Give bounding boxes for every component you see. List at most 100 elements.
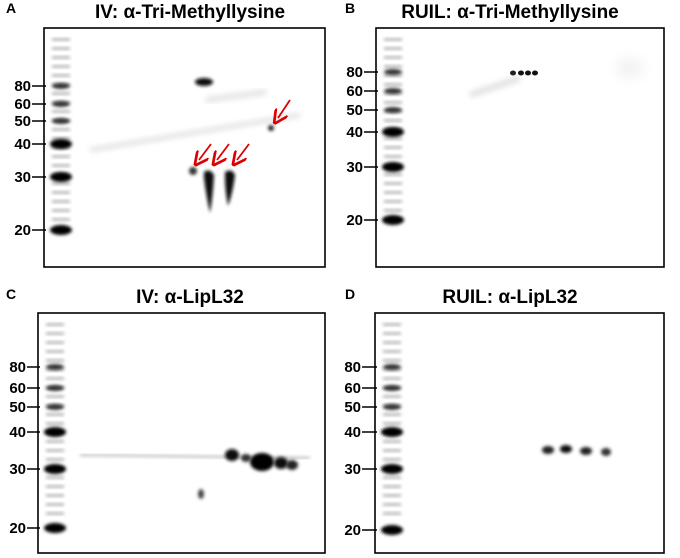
ladder-band bbox=[383, 512, 401, 515]
marker-label: 30 bbox=[344, 461, 361, 478]
marker-label: 30 bbox=[9, 461, 26, 478]
ladder-band bbox=[46, 440, 64, 443]
marker-label: 60 bbox=[9, 380, 26, 397]
ladder-band bbox=[46, 494, 64, 497]
marker-label: 30 bbox=[14, 169, 31, 186]
ladder-band bbox=[46, 458, 64, 461]
blot-spots-a bbox=[89, 78, 301, 213]
blot-spots-d bbox=[470, 348, 640, 456]
ladder-band bbox=[52, 110, 70, 113]
ladder-marker-band bbox=[52, 83, 70, 89]
ladder-band bbox=[383, 359, 401, 362]
panel-letter: C bbox=[6, 286, 16, 302]
ladder-band bbox=[46, 341, 64, 344]
marker-label: 60 bbox=[344, 380, 361, 397]
ladder-band bbox=[46, 422, 64, 425]
ladder-marker-band bbox=[52, 101, 70, 107]
ladder-marker-band bbox=[382, 162, 404, 172]
blot-frame bbox=[37, 312, 326, 554]
ladder-marker-band bbox=[50, 139, 72, 149]
ladder-marker-band bbox=[50, 225, 72, 235]
ladder-band bbox=[384, 74, 402, 77]
ladder-band bbox=[384, 191, 402, 194]
ladder-marker-band bbox=[52, 118, 70, 124]
marker-label: 50 bbox=[9, 399, 26, 416]
ladder-marker-band bbox=[44, 464, 66, 474]
marker-label: 60 bbox=[346, 83, 363, 100]
ladder-band bbox=[52, 65, 70, 68]
blot-spots-b bbox=[469, 58, 644, 98]
ladder-band bbox=[384, 173, 402, 176]
ladder-marker-band bbox=[382, 215, 404, 225]
marker-label: 50 bbox=[346, 102, 363, 119]
panel-title: RUIL: α-Tri-Methyllysine bbox=[401, 2, 619, 23]
ladder-band bbox=[383, 413, 401, 416]
blot-frame bbox=[43, 27, 326, 268]
marker-label: 20 bbox=[346, 212, 363, 229]
ladder-band bbox=[46, 395, 64, 398]
ladder-band bbox=[52, 38, 70, 41]
marker-label: 20 bbox=[344, 522, 361, 539]
ladder-marker-band bbox=[381, 427, 403, 437]
ladder-band bbox=[46, 332, 64, 335]
ladder-band bbox=[52, 56, 70, 59]
marker-label: 40 bbox=[9, 424, 26, 441]
ladder-marker-band bbox=[46, 404, 64, 410]
ladder-band bbox=[52, 200, 70, 203]
ladder-band bbox=[383, 503, 401, 506]
ladder-band bbox=[383, 377, 401, 380]
panel-letter: D bbox=[345, 286, 355, 302]
ladder-band bbox=[384, 137, 402, 140]
panel-title: IV: α-Tri-Methyllysine bbox=[95, 2, 285, 23]
marker-label: 40 bbox=[344, 424, 361, 441]
marker-label: 80 bbox=[346, 64, 363, 81]
blot-frame bbox=[374, 312, 665, 554]
ladder-band bbox=[383, 323, 401, 326]
ladder-band bbox=[52, 74, 70, 77]
marker-label: 20 bbox=[9, 520, 26, 537]
ladder-band bbox=[384, 65, 402, 68]
ladder-band bbox=[383, 440, 401, 443]
ladder-band bbox=[46, 503, 64, 506]
ladder-band bbox=[384, 200, 402, 203]
ladder-marker-band bbox=[383, 404, 401, 410]
panel-title: IV: α-LipL32 bbox=[136, 287, 244, 308]
ladder-band bbox=[384, 56, 402, 59]
ladder-band bbox=[384, 83, 402, 86]
ladder-band bbox=[383, 449, 401, 452]
ladder-band bbox=[52, 209, 70, 212]
ladder-band bbox=[46, 449, 64, 452]
ladder-marker-band bbox=[381, 525, 403, 535]
ladder-marker-band bbox=[383, 385, 401, 391]
ladder-band bbox=[384, 146, 402, 149]
marker-label: 50 bbox=[14, 113, 31, 130]
ladder-band bbox=[52, 155, 70, 158]
ladder-band bbox=[46, 485, 64, 488]
marker-label: 40 bbox=[14, 136, 31, 153]
ladder-band bbox=[46, 350, 64, 353]
ladder-marker-band bbox=[381, 464, 403, 474]
ladder-band bbox=[383, 476, 401, 479]
ladder-band bbox=[46, 359, 64, 362]
ladder-band bbox=[52, 218, 70, 221]
marker-label: 30 bbox=[346, 159, 363, 176]
ladder-marker-band bbox=[44, 427, 66, 437]
ladder-band bbox=[384, 38, 402, 41]
ladder-band bbox=[46, 476, 64, 479]
ladder-marker-band bbox=[46, 364, 64, 370]
ladder-band bbox=[384, 155, 402, 158]
ladder-marker-band bbox=[384, 88, 402, 94]
ladder-band bbox=[383, 341, 401, 344]
ladder-marker-band bbox=[44, 523, 66, 533]
ladder-band bbox=[383, 332, 401, 335]
ladder-band bbox=[384, 47, 402, 50]
ladder-band bbox=[383, 485, 401, 488]
ladder-band bbox=[52, 47, 70, 50]
ladder-lane bbox=[382, 38, 404, 225]
ladder-marker-band bbox=[50, 172, 72, 182]
ladder-band bbox=[46, 377, 64, 380]
ladder-band bbox=[46, 413, 64, 416]
marker-label: 20 bbox=[14, 222, 31, 239]
ladder-band bbox=[46, 323, 64, 326]
